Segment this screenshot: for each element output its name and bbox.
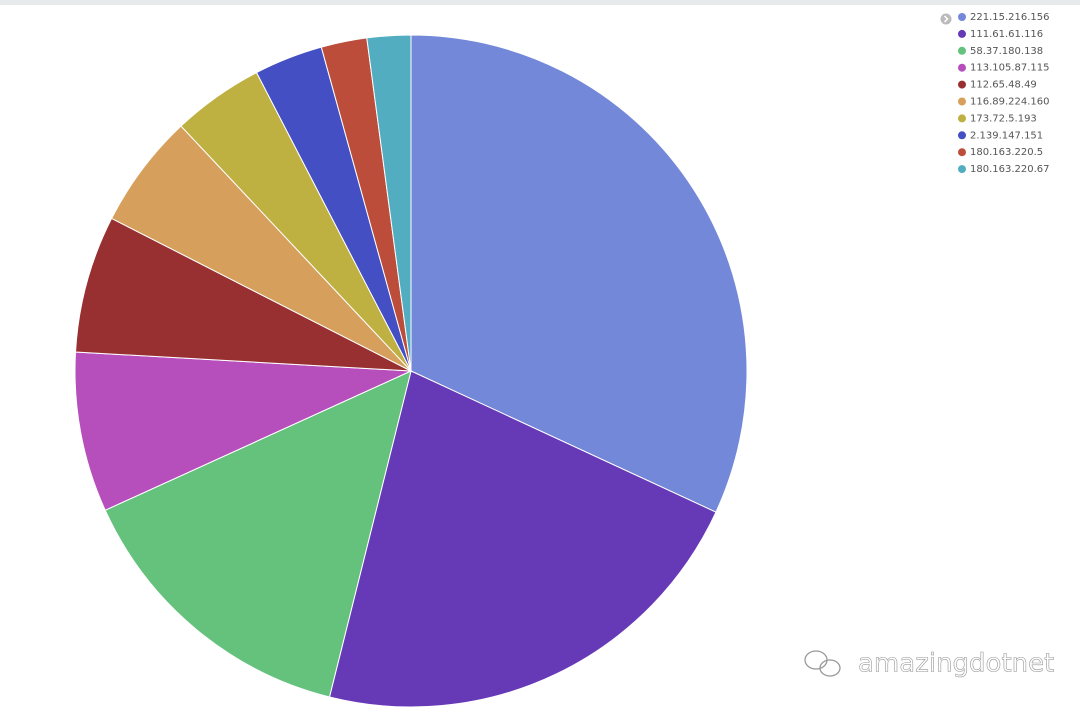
- legend-swatch: [958, 114, 966, 123]
- watermark: amazingdotnet: [858, 649, 1054, 679]
- legend-label: 180.163.220.67: [970, 164, 1050, 175]
- pie-slice: [366, 34, 412, 372]
- legend-swatch: [958, 97, 966, 106]
- legend-label: 113.105.87.115: [970, 63, 1050, 74]
- legend-swatch: [958, 148, 966, 157]
- top-bar: [0, 0, 1080, 5]
- legend-label: 180.163.220.5: [970, 147, 1043, 158]
- legend-toggle[interactable]: [940, 13, 952, 25]
- legend-swatch: [958, 131, 966, 140]
- pie-slice: [104, 370, 412, 698]
- legend-label: 116.89.224.160: [970, 97, 1050, 108]
- legend-swatch: [958, 13, 966, 21]
- pie-slice: [410, 34, 748, 513]
- legend-swatch: [958, 165, 966, 174]
- legend-swatch: [958, 29, 966, 38]
- pie-slice: [75, 217, 412, 372]
- legend-label: 111.61.61.116: [970, 29, 1043, 40]
- legend-swatch: [958, 46, 966, 55]
- legend-label: 2.139.147.151: [970, 130, 1043, 141]
- legend-label: 58.37.180.138: [970, 46, 1043, 57]
- pie-slice: [74, 351, 412, 511]
- legend-swatch: [958, 63, 966, 72]
- pie-slice: [328, 370, 717, 708]
- legend-label: 173.72.5.193: [970, 113, 1037, 124]
- legend-toggle-icon: [943, 15, 949, 23]
- watermark-icon: [804, 650, 841, 677]
- legend-label: 221.15.216.156: [970, 12, 1050, 23]
- legend-label: 112.65.48.49: [970, 80, 1037, 91]
- legend-swatch: [958, 80, 966, 89]
